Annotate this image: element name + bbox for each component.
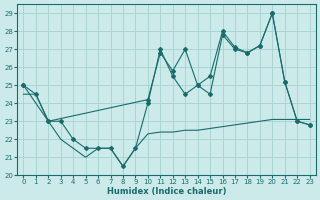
X-axis label: Humidex (Indice chaleur): Humidex (Indice chaleur) (107, 187, 226, 196)
